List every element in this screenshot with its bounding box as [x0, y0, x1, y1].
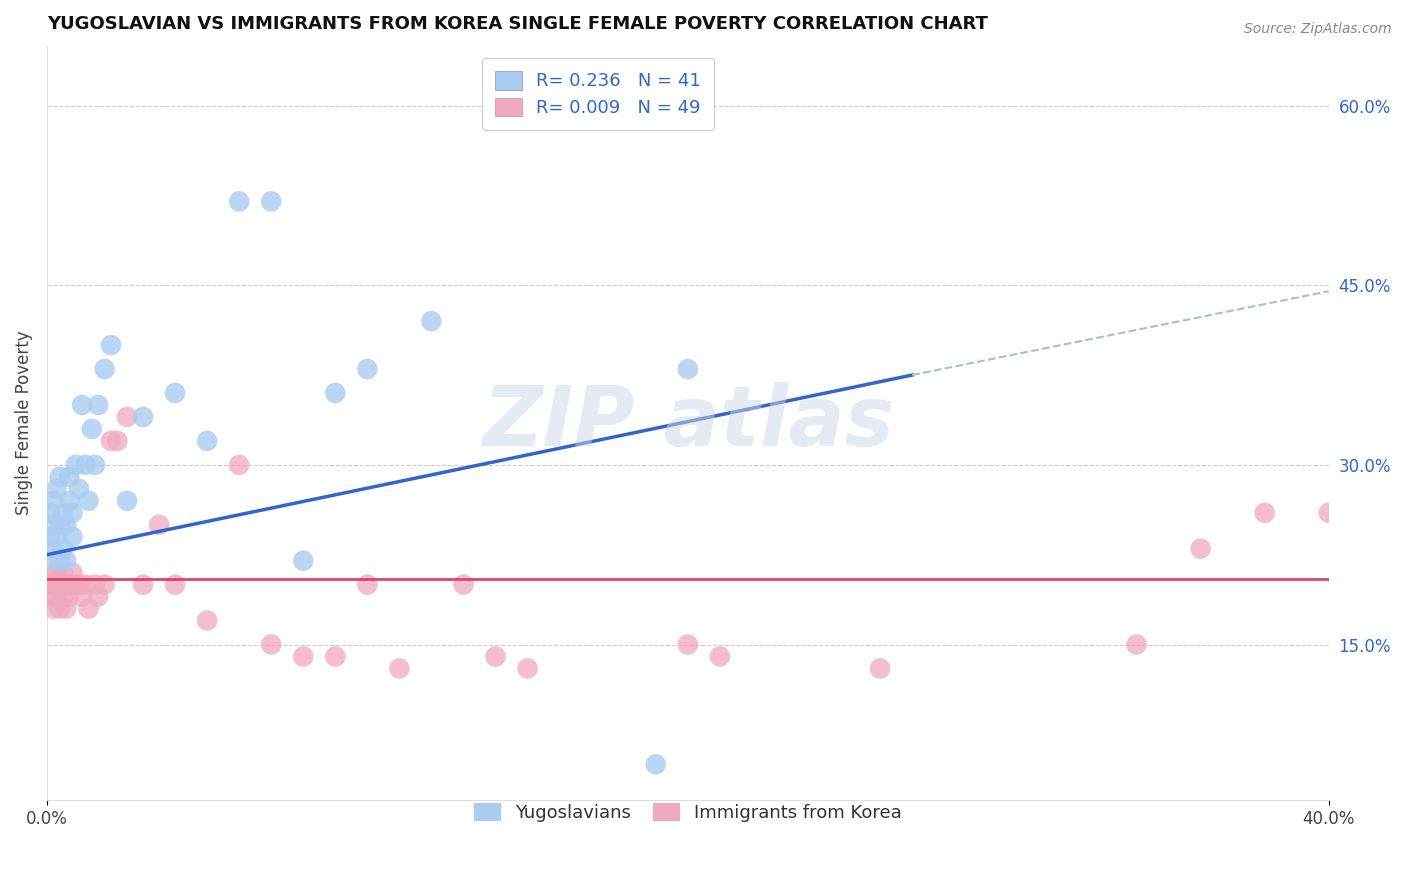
- Point: [87, 590, 110, 604]
- Point: [148, 517, 170, 532]
- Point: [55, 577, 77, 591]
- Point: [165, 386, 187, 401]
- Point: [42, 517, 65, 532]
- Point: [356, 577, 378, 591]
- Legend: Yugoslavians, Immigrants from Korea: Yugoslavians, Immigrants from Korea: [460, 789, 917, 837]
- Point: [70, 398, 93, 412]
- Point: [62, 506, 84, 520]
- Point: [132, 409, 155, 424]
- Point: [62, 566, 84, 580]
- Point: [1189, 541, 1212, 556]
- Point: [484, 649, 506, 664]
- Point: [1253, 506, 1275, 520]
- Point: [67, 577, 90, 591]
- Point: [84, 577, 107, 591]
- Point: [80, 422, 103, 436]
- Point: [228, 194, 250, 209]
- Point: [52, 541, 75, 556]
- Point: [48, 517, 70, 532]
- Point: [105, 434, 128, 448]
- Text: YUGOSLAVIAN VS IMMIGRANTS FROM KOREA SINGLE FEMALE POVERTY CORRELATION CHART: YUGOSLAVIAN VS IMMIGRANTS FROM KOREA SIN…: [46, 15, 988, 33]
- Point: [75, 458, 97, 472]
- Point: [52, 590, 75, 604]
- Point: [55, 601, 77, 615]
- Point: [77, 493, 100, 508]
- Point: [62, 530, 84, 544]
- Point: [87, 398, 110, 412]
- Point: [516, 661, 538, 675]
- Point: [45, 482, 67, 496]
- Point: [48, 577, 70, 591]
- Point: [48, 470, 70, 484]
- Point: [323, 386, 346, 401]
- Point: [260, 194, 283, 209]
- Point: [195, 434, 218, 448]
- Point: [42, 577, 65, 591]
- Point: [52, 566, 75, 580]
- Point: [260, 638, 283, 652]
- Point: [292, 649, 315, 664]
- Point: [115, 409, 138, 424]
- Point: [195, 614, 218, 628]
- Point: [42, 601, 65, 615]
- Point: [52, 506, 75, 520]
- Point: [45, 577, 67, 591]
- Point: [45, 554, 67, 568]
- Text: Source: ZipAtlas.com: Source: ZipAtlas.com: [1244, 22, 1392, 37]
- Point: [45, 590, 67, 604]
- Point: [58, 590, 80, 604]
- Point: [1317, 506, 1340, 520]
- Point: [42, 493, 65, 508]
- Point: [42, 541, 65, 556]
- Point: [132, 577, 155, 591]
- Point: [55, 517, 77, 532]
- Point: [100, 338, 122, 352]
- Point: [48, 601, 70, 615]
- Y-axis label: Single Female Poverty: Single Female Poverty: [15, 331, 32, 516]
- Point: [115, 493, 138, 508]
- Point: [65, 458, 87, 472]
- Text: ZIP atlas: ZIP atlas: [482, 383, 894, 464]
- Point: [39, 506, 62, 520]
- Point: [420, 314, 443, 328]
- Point: [228, 458, 250, 472]
- Point: [58, 577, 80, 591]
- Point: [869, 661, 891, 675]
- Point: [292, 554, 315, 568]
- Point: [709, 649, 731, 664]
- Point: [93, 577, 115, 591]
- Point: [67, 482, 90, 496]
- Point: [62, 577, 84, 591]
- Point: [356, 362, 378, 376]
- Point: [58, 493, 80, 508]
- Point: [388, 661, 411, 675]
- Point: [644, 757, 666, 772]
- Point: [58, 470, 80, 484]
- Point: [165, 577, 187, 591]
- Point: [70, 590, 93, 604]
- Point: [676, 362, 699, 376]
- Point: [323, 649, 346, 664]
- Point: [55, 554, 77, 568]
- Point: [453, 577, 475, 591]
- Point: [84, 458, 107, 472]
- Point: [45, 530, 67, 544]
- Point: [48, 554, 70, 568]
- Point: [65, 577, 87, 591]
- Point: [39, 590, 62, 604]
- Point: [39, 530, 62, 544]
- Point: [100, 434, 122, 448]
- Point: [39, 577, 62, 591]
- Point: [45, 566, 67, 580]
- Point: [42, 566, 65, 580]
- Point: [93, 362, 115, 376]
- Point: [75, 577, 97, 591]
- Point: [1125, 638, 1147, 652]
- Point: [77, 601, 100, 615]
- Point: [676, 638, 699, 652]
